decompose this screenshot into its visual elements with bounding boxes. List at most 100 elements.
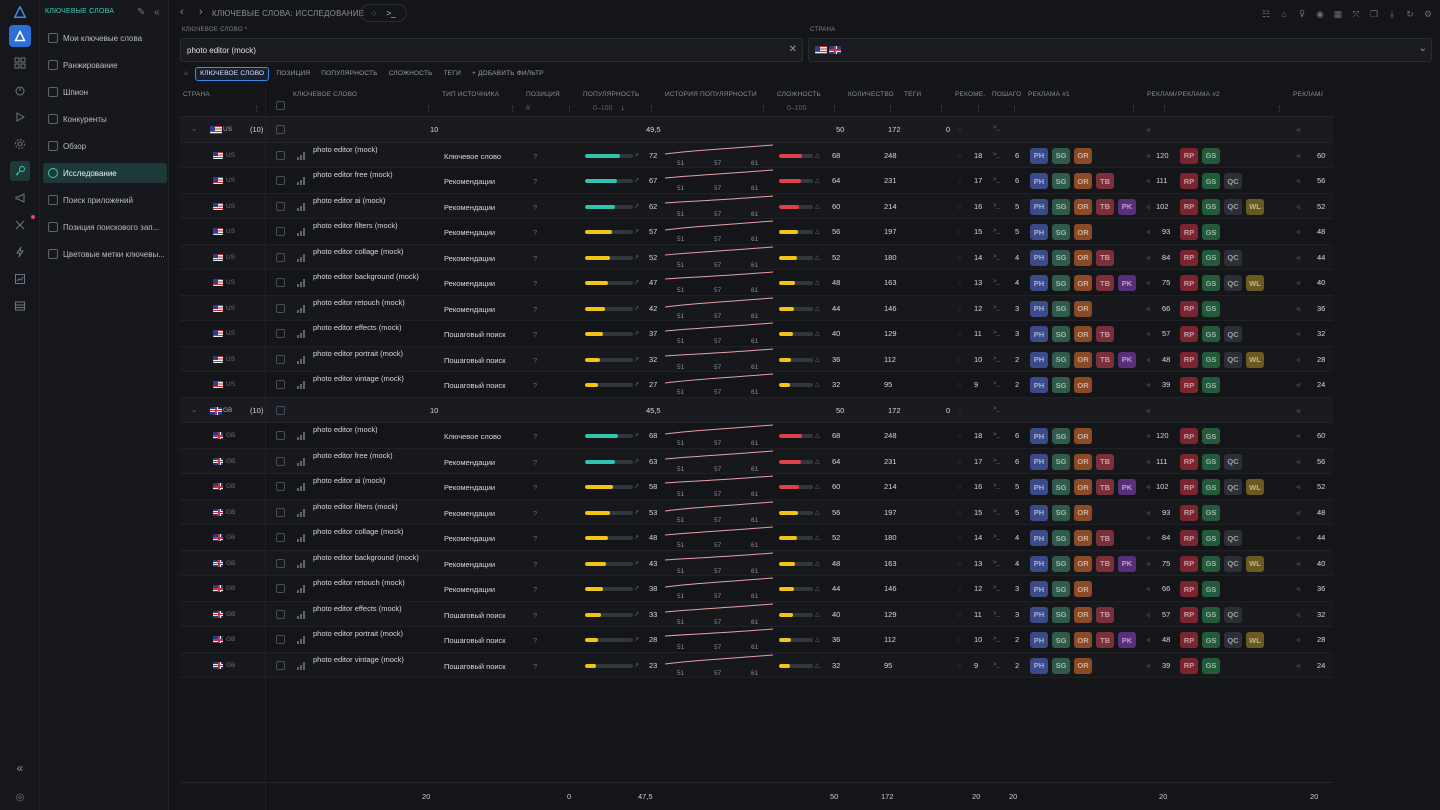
sidebar-item-1[interactable]: Ранжирование bbox=[43, 55, 167, 75]
ad-network-tag[interactable]: GS bbox=[1202, 428, 1220, 444]
bar-chart-icon[interactable] bbox=[297, 151, 306, 160]
sort-desc-icon[interactable]: ↓ bbox=[621, 105, 625, 112]
ad-network-tag[interactable]: PH bbox=[1030, 632, 1048, 648]
ad-network-tag[interactable]: RP bbox=[1180, 326, 1198, 342]
col-header-country[interactable]: СТРАНА bbox=[183, 91, 210, 98]
row-keyword[interactable]: photo editor free (mock) bbox=[313, 170, 393, 179]
ad-network-tag[interactable]: WL bbox=[1246, 351, 1264, 368]
ad-network-tag[interactable]: PK bbox=[1118, 555, 1136, 572]
ad-network-tag[interactable]: RP bbox=[1180, 224, 1198, 240]
row-keyword[interactable]: photo editor retouch (mock) bbox=[313, 578, 405, 587]
ad-network-tag[interactable]: SG bbox=[1052, 147, 1070, 164]
ad-network-tag[interactable]: RP bbox=[1180, 453, 1198, 470]
ad-network-tag[interactable]: SG bbox=[1052, 351, 1070, 368]
ad-network-tag[interactable]: QC bbox=[1224, 530, 1242, 546]
group-checkbox[interactable] bbox=[276, 125, 285, 134]
ad-network-tag[interactable]: WL bbox=[1246, 479, 1264, 495]
col-header-position[interactable]: ПОЗИЦИЯ bbox=[526, 91, 560, 98]
column-menu-icon[interactable]: ⋮ bbox=[1011, 106, 1018, 113]
group-row[interactable]: ⌄ GB (10) 10 45,5 50 172 0 ◌ >_ ◃ ◃ bbox=[180, 397, 1333, 423]
column-menu-icon[interactable]: ⋮ bbox=[425, 106, 432, 113]
bar-chart-icon[interactable] bbox=[297, 661, 306, 670]
column-menu-icon[interactable]: ⋮ bbox=[760, 106, 767, 113]
ad-network-tag[interactable]: TB bbox=[1096, 479, 1114, 495]
ad-network-tag[interactable]: OR bbox=[1074, 504, 1092, 521]
row-keyword[interactable]: photo editor ai (mock) bbox=[313, 195, 386, 205]
sidebar-item-5[interactable]: Исследование bbox=[43, 163, 167, 183]
ad-network-tag[interactable]: PH bbox=[1030, 147, 1048, 164]
ad-network-tag[interactable]: WL bbox=[1246, 275, 1264, 291]
ad-network-tag[interactable]: SG bbox=[1052, 300, 1070, 317]
row-keyword[interactable]: photo editor free (mock) bbox=[313, 450, 393, 460]
col-header-stepsearch[interactable]: ПОШАГО... ПОИСК bbox=[992, 91, 1022, 98]
ad-network-tag[interactable]: RP bbox=[1180, 147, 1198, 164]
col-header-ads1[interactable]: РЕКЛАМА #1 bbox=[1028, 91, 1070, 98]
puzzle-icon[interactable] bbox=[10, 215, 30, 235]
ad-network-tag[interactable]: PH bbox=[1030, 530, 1048, 546]
row-keyword[interactable]: photo editor ai (mock) bbox=[313, 476, 386, 485]
col-header-difficulty[interactable]: СЛОЖНОСТЬ bbox=[777, 91, 821, 98]
row-checkbox[interactable] bbox=[276, 227, 285, 236]
column-menu-icon[interactable]: ⋮ bbox=[831, 106, 838, 113]
bar-chart-icon[interactable] bbox=[297, 559, 306, 568]
ad-network-tag[interactable]: SG bbox=[1052, 249, 1070, 266]
ad-network-tag[interactable]: GS bbox=[1202, 530, 1220, 546]
timer-icon[interactable] bbox=[10, 80, 30, 100]
ad-network-tag[interactable]: SG bbox=[1052, 173, 1070, 189]
ad-network-tag[interactable]: PH bbox=[1030, 657, 1048, 674]
row-checkbox[interactable] bbox=[276, 558, 285, 568]
ad-network-tag[interactable]: PH bbox=[1030, 377, 1048, 393]
key-icon[interactable] bbox=[10, 161, 30, 181]
col-header-keyword[interactable]: КЛЮЧЕВОЕ СЛОВО bbox=[293, 91, 358, 98]
back-icon[interactable]: ‹ bbox=[180, 6, 184, 18]
row-checkbox[interactable] bbox=[276, 201, 285, 211]
ad-network-tag[interactable]: OR bbox=[1074, 581, 1092, 597]
row-checkbox[interactable] bbox=[276, 609, 285, 619]
ad-network-tag[interactable]: GS bbox=[1202, 504, 1220, 521]
ad-network-tag[interactable]: RP bbox=[1180, 504, 1198, 521]
country-select[interactable]: ⌄ bbox=[808, 38, 1432, 62]
column-menu-icon[interactable]: ⋮ bbox=[975, 106, 982, 113]
megaphone-icon[interactable] bbox=[10, 188, 30, 208]
row-keyword[interactable]: photo editor effects (mock) bbox=[313, 323, 402, 332]
ad-network-tag[interactable]: PK bbox=[1118, 275, 1136, 291]
ad-network-tag[interactable]: GS bbox=[1202, 657, 1220, 674]
copy-icon[interactable]: ❐ bbox=[1369, 8, 1379, 19]
row-keyword[interactable]: photo editor vintage (mock) bbox=[313, 654, 404, 664]
filter-chip-5[interactable]: + ДОБАВИТЬ ФИЛЬТР bbox=[471, 70, 544, 77]
ad-network-tag[interactable]: PH bbox=[1030, 606, 1048, 623]
ad-network-tag[interactable]: PH bbox=[1030, 249, 1048, 266]
col-header-recommend[interactable]: РЕКОМЕ... bbox=[955, 91, 985, 98]
row-keyword[interactable]: photo editor portrait (mock) bbox=[313, 629, 404, 638]
ad-network-tag[interactable]: WL bbox=[1246, 198, 1264, 215]
row-checkbox[interactable] bbox=[276, 507, 285, 517]
collapse-sidebar-icon[interactable]: « bbox=[154, 7, 160, 18]
archive-icon[interactable] bbox=[10, 296, 30, 316]
sidebar-item-3[interactable]: Конкуренты bbox=[43, 109, 167, 129]
ad-network-tag[interactable]: GS bbox=[1202, 249, 1220, 266]
ad-network-tag[interactable]: OR bbox=[1074, 428, 1092, 444]
table-row[interactable]: GB photo editor effects (mock) Пошаговый п… bbox=[180, 601, 1333, 627]
col-header-count[interactable]: КОЛИЧЕСТВО bbox=[848, 91, 894, 98]
row-checkbox[interactable] bbox=[276, 660, 285, 670]
table-row[interactable]: GB photo editor portrait (mock) Пошаговый … bbox=[180, 627, 1333, 653]
dashboard-icon[interactable] bbox=[10, 53, 30, 73]
ad-network-tag[interactable]: SG bbox=[1052, 479, 1070, 495]
ad-network-tag[interactable]: OR bbox=[1074, 657, 1092, 674]
app-icon[interactable] bbox=[9, 25, 31, 47]
table-row[interactable]: GB photo editor retouch (mock) Рекомендаци… bbox=[180, 576, 1333, 602]
ad-network-tag[interactable]: SG bbox=[1052, 377, 1070, 393]
ad-network-tag[interactable]: PK bbox=[1118, 198, 1136, 215]
ad-network-tag[interactable]: QC bbox=[1224, 606, 1242, 623]
table-row[interactable]: US photo editor free (mock) Рекомендации? ↗… bbox=[180, 168, 1333, 194]
ad-network-tag[interactable]: SG bbox=[1052, 453, 1070, 470]
ad-network-tag[interactable]: TB bbox=[1096, 453, 1114, 470]
row-keyword[interactable]: photo editor (mock) bbox=[313, 144, 378, 154]
group-row[interactable]: ⌄ US (10) 10 49,5 50 172 0 ◌ >_ ◃ ◃ bbox=[180, 117, 1333, 143]
ad-network-tag[interactable]: GS bbox=[1202, 632, 1220, 648]
ad-network-tag[interactable]: OR bbox=[1074, 326, 1092, 342]
col-header-popularity[interactable]: ПОПУЛЯРНОСТЬ bbox=[583, 91, 640, 98]
bolt-icon[interactable] bbox=[10, 242, 30, 262]
sidebar-item-0[interactable]: Мои ключевые слова bbox=[43, 28, 167, 48]
ad-network-tag[interactable]: GS bbox=[1202, 326, 1220, 342]
